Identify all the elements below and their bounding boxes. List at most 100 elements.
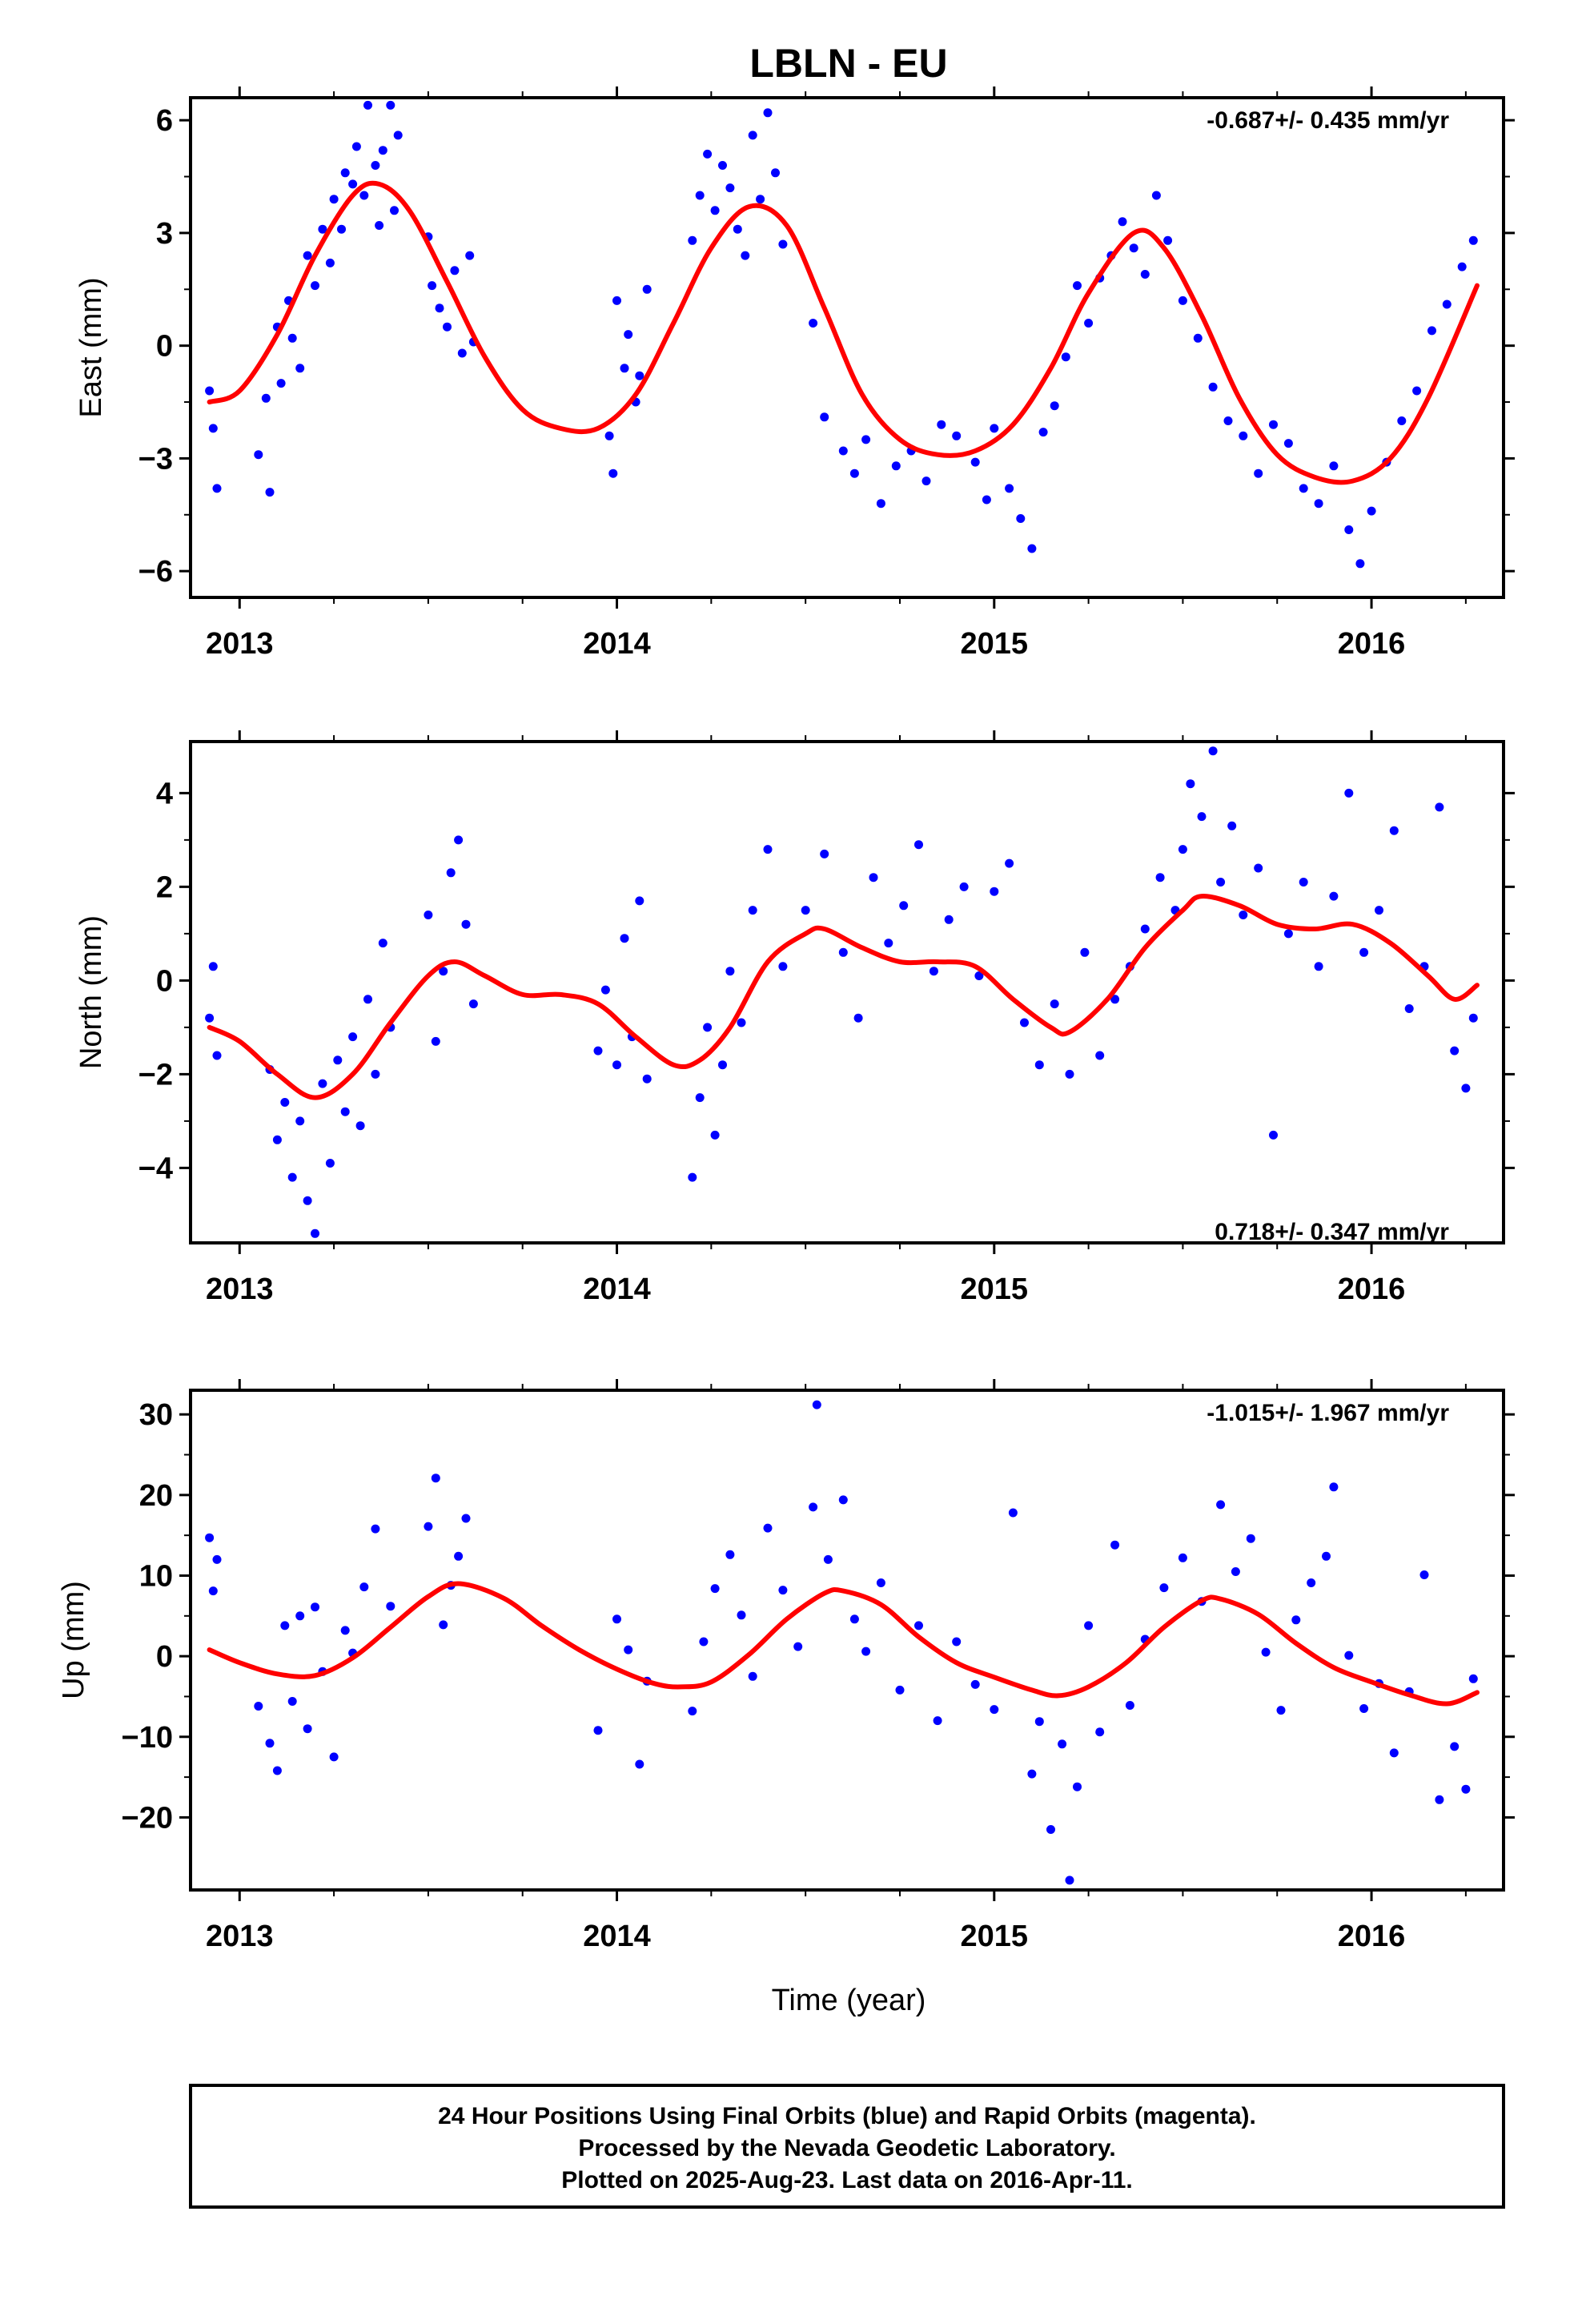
data-point	[348, 179, 358, 189]
data-point	[725, 1550, 735, 1559]
data-point	[378, 146, 387, 155]
data-point	[884, 939, 893, 948]
data-point	[280, 1098, 290, 1107]
data-point	[1223, 416, 1233, 425]
data-point	[921, 476, 931, 486]
data-point	[1095, 1051, 1105, 1060]
data-point	[393, 131, 403, 140]
data-point	[446, 868, 456, 878]
data-point	[1389, 826, 1399, 835]
data-point	[620, 364, 629, 373]
x-tick-label: 2016	[1338, 1920, 1406, 1953]
data-point	[424, 911, 433, 919]
plot-frame	[189, 740, 1505, 1244]
data-point	[1442, 300, 1452, 309]
data-point	[1359, 947, 1369, 957]
data-point	[1329, 461, 1339, 471]
data-point	[748, 1671, 757, 1681]
data-point	[208, 424, 218, 433]
data-point	[303, 1196, 312, 1205]
data-point	[733, 224, 742, 234]
data-point	[763, 845, 773, 854]
data-point	[612, 1060, 621, 1070]
data-point	[386, 1602, 396, 1611]
data-point	[899, 901, 909, 911]
data-point	[756, 195, 765, 204]
data-point	[1084, 1621, 1094, 1630]
data-point	[635, 896, 644, 906]
data-point	[1073, 281, 1082, 291]
data-point	[351, 142, 361, 151]
data-point	[295, 1116, 305, 1126]
data-point	[371, 1069, 380, 1079]
data-point	[205, 1013, 215, 1023]
data-point	[431, 1474, 440, 1483]
footer-line-3: Plotted on 2025-Aug-23. Last data on 201…	[561, 2167, 1133, 2193]
data-point	[861, 435, 871, 444]
data-point	[838, 947, 848, 957]
data-point	[1118, 217, 1127, 227]
data-point	[205, 1533, 215, 1542]
panel-2: North (mm) 4 2 0 −2 −4 2013 2014 2015 2016 0.718+/…	[74, 730, 1515, 1306]
y-tick-label: −4	[139, 1152, 173, 1185]
data-point	[1435, 1795, 1444, 1804]
data-point	[1027, 1769, 1037, 1779]
data-point	[937, 420, 946, 429]
data-point	[1178, 296, 1187, 305]
data-point	[1197, 812, 1207, 822]
data-point	[261, 393, 271, 403]
data-point	[1227, 821, 1237, 830]
data-point	[1084, 319, 1094, 328]
data-point	[771, 168, 780, 178]
data-point	[809, 319, 818, 328]
data-point	[340, 168, 350, 178]
plot-frame	[189, 1389, 1505, 1892]
y-tick-label: 0	[156, 330, 173, 364]
data-point	[853, 1013, 863, 1023]
data-point	[1186, 779, 1195, 789]
data-point	[254, 1702, 263, 1711]
data-point	[703, 149, 713, 159]
data-point	[801, 906, 810, 915]
data-point	[254, 450, 263, 460]
data-point	[1322, 1551, 1331, 1561]
data-point	[1110, 1540, 1120, 1550]
data-point	[1468, 1013, 1478, 1023]
x-tick-label: 2013	[206, 1920, 274, 1953]
data-point	[212, 484, 222, 493]
data-point	[386, 100, 396, 110]
data-point	[318, 224, 327, 234]
data-point	[820, 412, 829, 422]
data-point	[205, 386, 215, 396]
data-point	[375, 221, 384, 230]
y-tick-label: 3	[156, 217, 173, 251]
data-point	[212, 1554, 222, 1564]
y-tick-label: 0	[156, 1640, 173, 1674]
data-point	[1450, 1046, 1460, 1055]
data-point	[891, 461, 901, 471]
data-point	[431, 1036, 440, 1046]
data-point	[1159, 1583, 1169, 1593]
data-point	[1397, 416, 1407, 425]
data-point	[1314, 962, 1323, 971]
data-point	[287, 333, 297, 343]
data-point	[1291, 1615, 1301, 1625]
data-point	[809, 1502, 818, 1512]
data-point	[287, 1697, 297, 1706]
data-point	[699, 1637, 709, 1647]
data-point	[1110, 995, 1120, 1004]
y-tick-label: 10	[139, 1559, 173, 1593]
data-point	[465, 251, 475, 260]
data-point	[624, 330, 633, 340]
data-point	[1239, 911, 1248, 919]
data-point	[363, 100, 372, 110]
plot-area	[205, 746, 1480, 1238]
data-point	[642, 1074, 652, 1084]
panel-3: Up (mm) 30 20 10 0 −10 −20 2013 2014 2015 2016 -1.0…	[57, 1379, 1515, 1953]
rate-annotation: 0.718+/- 0.347 mm/yr	[1215, 1219, 1449, 1245]
data-point	[688, 1707, 697, 1716]
data-point	[1314, 499, 1323, 509]
data-point	[1034, 1717, 1044, 1727]
data-point	[208, 1586, 218, 1596]
